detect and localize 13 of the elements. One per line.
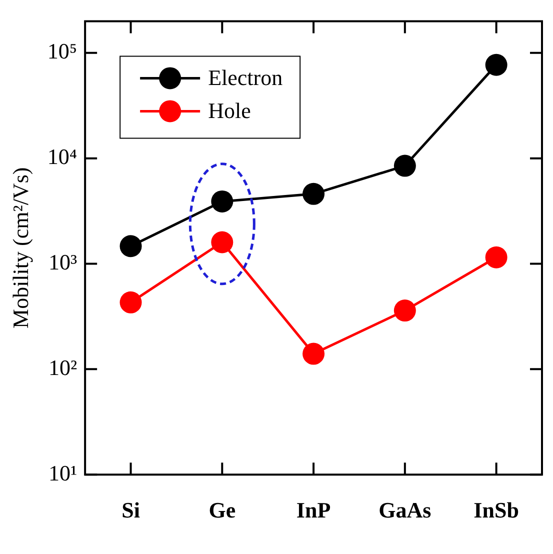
y-axis-title: Mobility (cm²/Vs) bbox=[8, 167, 33, 328]
x-tick-label: Ge bbox=[208, 497, 236, 522]
x-tick-label: InSb bbox=[474, 497, 519, 522]
y-tick-label: 10³ bbox=[48, 250, 78, 275]
y-tick-label: 10² bbox=[48, 354, 78, 380]
x-tick-label: GaAs bbox=[378, 497, 432, 522]
legend-label: Hole bbox=[208, 98, 251, 123]
y-tick-label: 10⁵ bbox=[47, 38, 78, 64]
y-tick-label: 10⁴ bbox=[47, 144, 78, 170]
legend-label: Electron bbox=[208, 64, 283, 90]
y-tick-label: 10¹ bbox=[48, 460, 78, 486]
x-tick-label: Si bbox=[122, 497, 140, 522]
x-tick-label: InP bbox=[296, 497, 331, 522]
